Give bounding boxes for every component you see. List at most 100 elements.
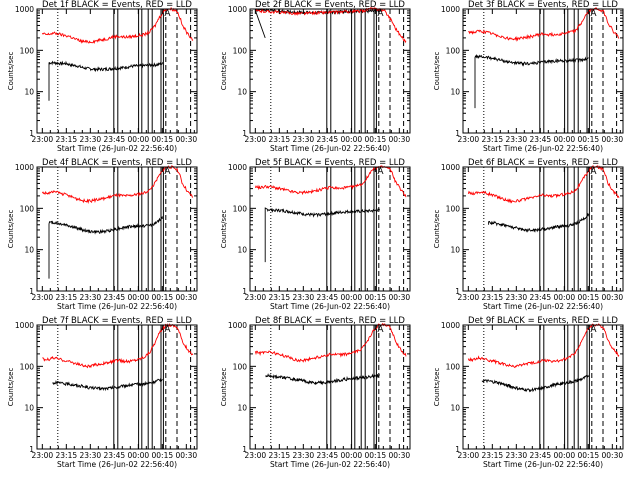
plot-frame bbox=[36, 8, 198, 134]
x-axis-label: Start Time (26-Jun-02 22:56:40) bbox=[483, 460, 603, 469]
y-tick-label: 1 bbox=[242, 129, 247, 138]
x-tick-label: 23:00 bbox=[245, 451, 267, 460]
y-axis-label: Counts/sec bbox=[7, 210, 15, 249]
x-tick-label: 23:45 bbox=[104, 135, 126, 144]
plot-frame bbox=[462, 166, 624, 292]
panel-title: Det 7f BLACK = Events, RED = LLD bbox=[42, 316, 192, 326]
x-tick-label: 00:15 bbox=[578, 451, 600, 460]
x-tick-label: 23:45 bbox=[530, 135, 552, 144]
x-tick-label: 23:15 bbox=[269, 293, 291, 302]
x-tick-label: 00:30 bbox=[176, 135, 198, 144]
events-series-line bbox=[488, 212, 590, 233]
x-tick-label: 00:00 bbox=[128, 135, 150, 144]
x-tick-label: 23:30 bbox=[80, 135, 102, 144]
y-tick-label: 1000 bbox=[441, 5, 460, 14]
y-axis-label: Counts/sec bbox=[220, 210, 228, 249]
x-tick-label: 23:45 bbox=[530, 451, 552, 460]
x-axis-label: Start Time (26-Jun-02 22:56:40) bbox=[483, 144, 603, 153]
y-tick-label: 1000 bbox=[228, 163, 247, 172]
x-tick-label: 00:00 bbox=[128, 293, 150, 302]
x-tick-label: 23:30 bbox=[293, 135, 315, 144]
event-marker-lines bbox=[270, 9, 405, 133]
plot-frame bbox=[36, 324, 198, 450]
y-tick-label: 1000 bbox=[15, 5, 34, 14]
x-axis-label: Start Time (26-Jun-02 22:56:40) bbox=[57, 460, 177, 469]
plot-frame bbox=[249, 8, 411, 134]
flare-label: A bbox=[377, 167, 384, 177]
y-tick-label: 10 bbox=[237, 404, 247, 413]
y-tick-label: 1 bbox=[242, 445, 247, 454]
flare-label: A bbox=[377, 325, 384, 335]
y-tick-label: 1000 bbox=[441, 163, 460, 172]
x-tick-label: 23:15 bbox=[56, 293, 78, 302]
event-marker-lines bbox=[483, 9, 618, 133]
y-tick-label: 1 bbox=[455, 287, 460, 296]
plot-frame bbox=[249, 166, 411, 292]
x-tick-label: 00:15 bbox=[365, 451, 387, 460]
plot-frame bbox=[462, 8, 624, 134]
panel-title: Det 5f BLACK = Events, RED = LLD bbox=[255, 158, 405, 168]
x-axis-label: Start Time (26-Jun-02 22:56:40) bbox=[57, 302, 177, 311]
y-tick-label: 10 bbox=[450, 404, 460, 413]
plot-frame bbox=[462, 324, 624, 450]
x-tick-label: 00:30 bbox=[389, 451, 411, 460]
x-tick-label: 23:45 bbox=[317, 293, 339, 302]
y-tick-label: 100 bbox=[446, 46, 461, 55]
event-marker-lines bbox=[57, 9, 192, 133]
x-tick-label: 00:15 bbox=[578, 135, 600, 144]
x-tick-label: 00:30 bbox=[389, 135, 411, 144]
x-tick-label: 23:15 bbox=[482, 135, 504, 144]
events-series-line bbox=[52, 377, 163, 392]
y-tick-label: 10 bbox=[237, 246, 247, 255]
x-axis-label: Start Time (26-Jun-02 22:56:40) bbox=[270, 460, 390, 469]
lld-series-line bbox=[41, 6, 194, 44]
y-tick-label: 1000 bbox=[15, 321, 34, 330]
x-tick-label: 23:30 bbox=[506, 293, 528, 302]
y-tick-label: 100 bbox=[446, 204, 461, 213]
x-tick-label: 00:30 bbox=[602, 135, 624, 144]
y-tick-label: 1 bbox=[455, 129, 460, 138]
x-tick-label: 00:30 bbox=[602, 293, 624, 302]
y-tick-label: 100 bbox=[446, 362, 461, 371]
x-tick-label: 00:00 bbox=[554, 135, 576, 144]
event-marker-lines bbox=[270, 167, 405, 291]
lld-series-line bbox=[254, 165, 407, 198]
panel-title: Det 1f BLACK = Events, RED = LLD bbox=[42, 0, 192, 10]
x-tick-label: 00:00 bbox=[554, 451, 576, 460]
x-tick-label: 00:00 bbox=[341, 451, 363, 460]
y-tick-label: 10 bbox=[24, 88, 34, 97]
flare-label: A bbox=[164, 167, 171, 177]
x-tick-label: 00:15 bbox=[152, 135, 174, 144]
y-tick-label: 100 bbox=[20, 46, 35, 55]
x-tick-label: 23:00 bbox=[32, 451, 54, 460]
y-axis-label: Counts/sec bbox=[433, 368, 441, 407]
events-series-line bbox=[265, 373, 381, 386]
y-tick-label: 100 bbox=[20, 362, 35, 371]
y-tick-label: 10 bbox=[450, 88, 460, 97]
y-tick-label: 1 bbox=[29, 287, 34, 296]
flare-label: A bbox=[164, 325, 171, 335]
x-tick-label: 00:30 bbox=[176, 293, 198, 302]
y-axis-label: Counts/sec bbox=[433, 52, 441, 91]
x-tick-label: 00:30 bbox=[176, 451, 198, 460]
x-tick-label: 00:15 bbox=[578, 293, 600, 302]
x-tick-label: 23:00 bbox=[245, 135, 267, 144]
event-marker-lines bbox=[270, 325, 405, 449]
x-tick-label: 23:30 bbox=[80, 451, 102, 460]
x-tick-label: 23:15 bbox=[56, 451, 78, 460]
events-series-line bbox=[474, 53, 589, 109]
x-tick-label: 23:00 bbox=[32, 135, 54, 144]
x-axis-label: Start Time (26-Jun-02 22:56:40) bbox=[483, 302, 603, 311]
x-tick-label: 00:30 bbox=[602, 451, 624, 460]
y-axis-label: Counts/sec bbox=[220, 52, 228, 91]
events-series-line bbox=[264, 207, 381, 263]
x-tick-label: 23:15 bbox=[269, 135, 291, 144]
x-tick-label: 23:45 bbox=[317, 135, 339, 144]
plot-frame bbox=[36, 166, 198, 292]
x-tick-label: 23:00 bbox=[458, 293, 480, 302]
events-series-line bbox=[481, 374, 590, 393]
panel-title: Det 6f BLACK = Events, RED = LLD bbox=[468, 158, 618, 168]
